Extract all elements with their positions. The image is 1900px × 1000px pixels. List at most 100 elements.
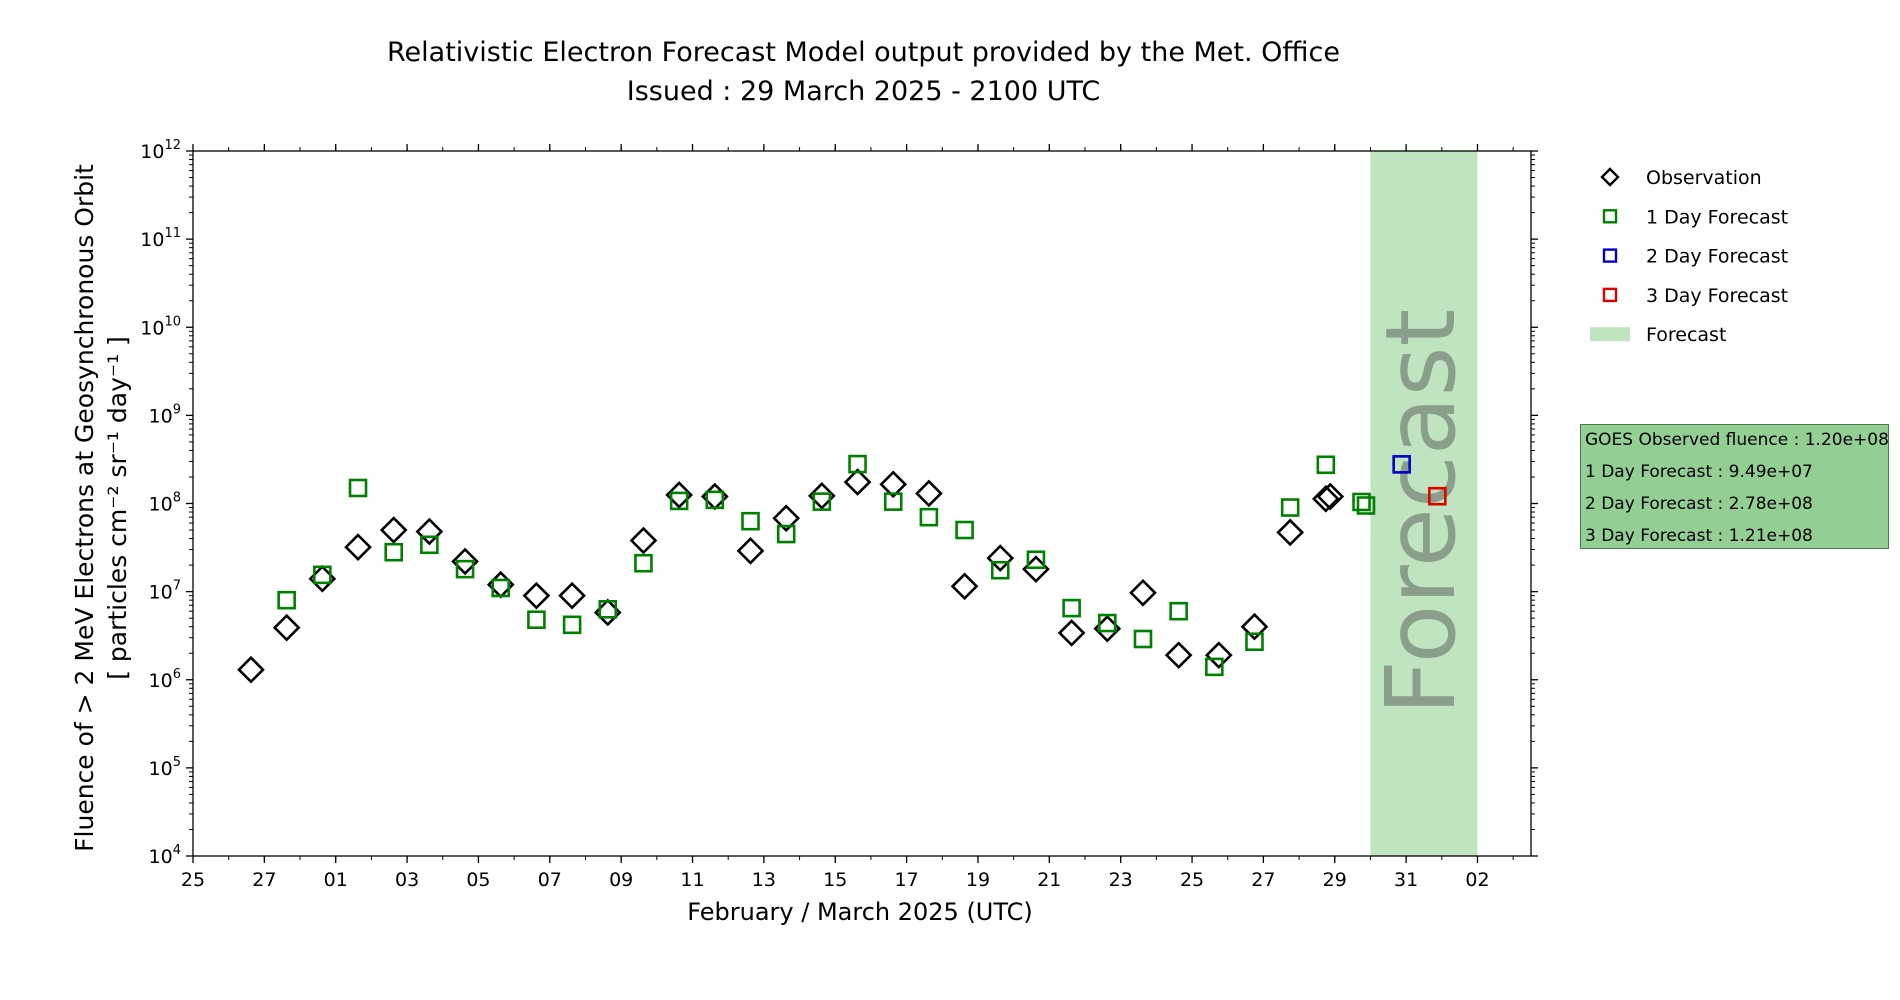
observation-point — [950, 572, 979, 601]
axes-layer: 104 105 106 107 108 109 1010 1011 1012 25 27 01 03 05… — [140, 138, 1538, 891]
legend: Observation 1 Day Forecast 2 Day Forecast 3… — [1590, 167, 1788, 346]
x-tick-label: 05 — [466, 869, 490, 891]
day1-point — [669, 491, 689, 511]
observed-fluence-text: GOES Observed fluence : 1.20e+08 — [1585, 430, 1889, 450]
observation-point — [237, 655, 265, 684]
day1-point — [1356, 496, 1376, 515]
day1-point — [491, 578, 511, 598]
legend-marker-day1 — [1602, 209, 1618, 224]
x-tick-label: 27 — [1251, 869, 1275, 891]
day1-point — [1098, 613, 1117, 633]
x-axis-label: February / March 2025 (UTC) — [687, 898, 1033, 926]
legend-label-day2: 2 Day Forecast — [1646, 246, 1788, 268]
y-tick-label: 105 — [149, 755, 181, 780]
day1-point — [776, 524, 796, 544]
day1-point — [741, 511, 760, 531]
day1-point — [1352, 492, 1371, 512]
fluence-summary-box: GOES Observed fluence : 1.20e+08 1 Day F… — [1580, 424, 1889, 549]
legend-marker-observation — [1600, 167, 1620, 187]
forecast-band — [1370, 151, 1478, 856]
day1-point — [1026, 550, 1046, 570]
day2-point — [1392, 455, 1411, 474]
legend-label-day3: 3 Day Forecast — [1646, 285, 1788, 307]
observation-point — [272, 613, 301, 642]
day1-point — [919, 507, 939, 527]
day1-point — [955, 520, 974, 540]
x-tick-label: 21 — [1037, 869, 1061, 891]
day1-point — [1062, 598, 1081, 618]
day1-point — [313, 565, 332, 585]
day1-point — [848, 454, 867, 474]
chart-title-line-2: Issued : 29 March 2025 - 2100 UTC — [626, 76, 1101, 107]
day1-point — [420, 535, 439, 555]
legend-marker-day3 — [1602, 287, 1618, 303]
x-tick-label: 07 — [538, 869, 562, 891]
day1-point — [634, 553, 653, 573]
observation-point — [344, 533, 372, 561]
day1-point — [277, 590, 296, 610]
day3-forecast-text: 3 Day Forecast : 1.21e+08 — [1585, 526, 1813, 546]
day1-point — [1245, 632, 1264, 652]
plot-frame-layer — [192, 150, 1532, 857]
day1-point — [990, 560, 1010, 580]
day1-point — [1316, 455, 1336, 475]
x-tick-label: 03 — [395, 869, 419, 891]
x-tick-label: 23 — [1109, 869, 1133, 891]
x-tick-label: 19 — [966, 869, 990, 891]
observation-point — [772, 504, 801, 533]
observation-point — [736, 537, 765, 565]
data-marks-layer — [237, 454, 1447, 684]
forecast-band-label: Forecast — [1365, 309, 1477, 715]
x-tick-label: 15 — [823, 869, 847, 891]
plot-frame — [192, 150, 1532, 857]
y-axis-label-line-1: Fluence of > 2 MeV Electrons at Geosynch… — [70, 164, 99, 852]
day1-point — [812, 492, 832, 511]
y-tick-label: 1010 — [140, 314, 181, 339]
observation-point — [808, 482, 836, 510]
day3-point — [1428, 486, 1447, 506]
y-tick-label: 1011 — [140, 226, 181, 251]
x-tick-label: 17 — [895, 869, 919, 891]
legend-label-observation: Observation — [1646, 167, 1762, 189]
observation-point — [986, 544, 1015, 572]
x-tick-label: 25 — [181, 869, 205, 891]
observation-point — [415, 517, 444, 546]
day1-point — [1280, 498, 1300, 517]
observation-point — [1276, 518, 1304, 547]
x-tick-label: 02 — [1465, 869, 1489, 891]
observation-point — [1129, 578, 1157, 607]
day1-point — [1133, 629, 1153, 649]
x-tick-label: 27 — [252, 869, 276, 891]
y-axis-label-line-2: [ particles cm⁻² sr⁻¹ day⁻¹ ] — [103, 336, 132, 680]
observation-point — [451, 547, 479, 576]
legend-marker-band — [1590, 327, 1630, 342]
legend-marker-day2 — [1602, 248, 1618, 263]
day1-point — [455, 559, 475, 579]
legend-label-band: Forecast — [1646, 324, 1726, 346]
observation-point — [1316, 482, 1345, 511]
day1-forecast-text: 1 Day Forecast : 9.49e+07 — [1585, 462, 1813, 482]
legend-label-day1: 1 Day Forecast — [1646, 206, 1788, 228]
y-tick-label: 108 — [149, 491, 181, 516]
plot-area — [193, 151, 1531, 856]
x-tick-label: 25 — [1180, 869, 1204, 891]
x-tick-label: 29 — [1323, 869, 1347, 891]
observation-point — [1204, 641, 1233, 670]
observation-point — [879, 470, 908, 499]
observation-point — [915, 479, 943, 508]
observation-point — [1312, 484, 1340, 513]
x-tick-label: 09 — [609, 869, 633, 891]
y-tick-label: 106 — [149, 667, 181, 692]
day1-point — [348, 478, 368, 498]
day2-forecast-text: 2 Day Forecast : 2.78e+08 — [1585, 494, 1813, 514]
axis-labels-layer: February / March 2025 (UTC) Fluence of >… — [70, 164, 1033, 926]
day1-point — [1205, 657, 1224, 677]
day1-point — [384, 542, 404, 562]
x-tick-label: 13 — [752, 869, 776, 891]
observation-point — [522, 581, 551, 610]
observation-point — [629, 526, 658, 555]
y-tick-label: 109 — [149, 402, 181, 427]
day1-point — [883, 492, 903, 511]
day1-point — [1169, 601, 1188, 621]
